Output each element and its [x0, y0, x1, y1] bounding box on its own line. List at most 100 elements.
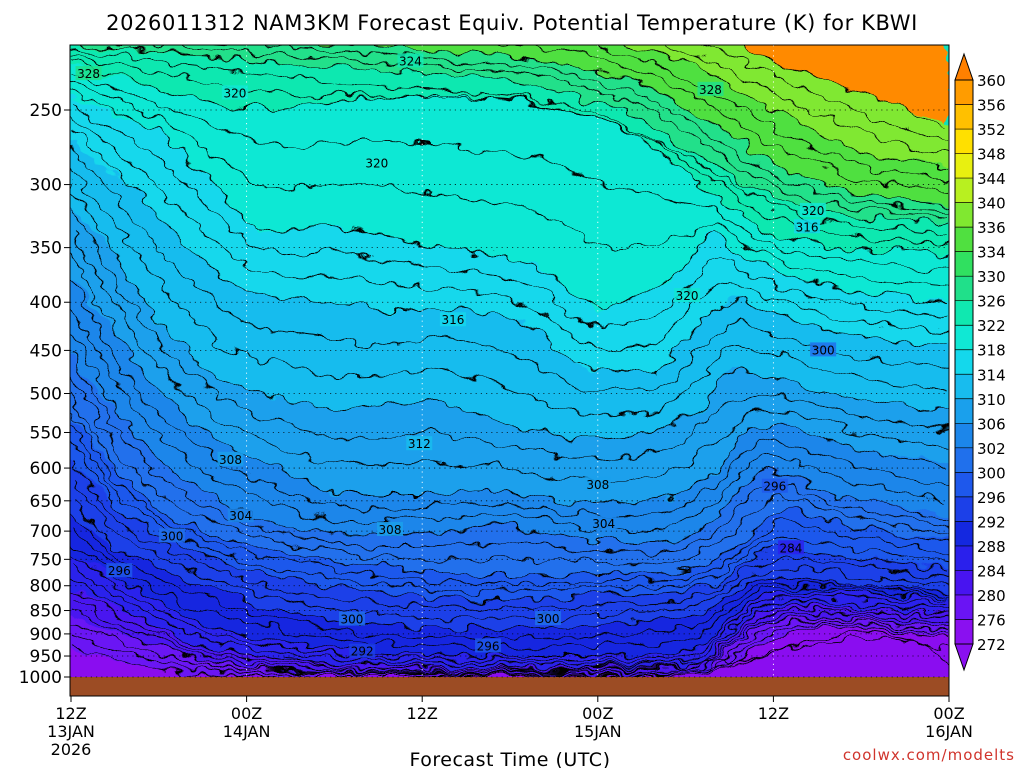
colorbar-swatch: [955, 472, 973, 498]
contour-label: 320: [676, 289, 699, 303]
x-tick-label: 13JAN: [47, 722, 95, 741]
contour-line: [497, 45, 949, 192]
contour-label: 316: [441, 313, 464, 327]
contour-line: [70, 184, 949, 439]
contour-label: 328: [699, 83, 722, 97]
contour-label-bg: [338, 611, 365, 626]
contour-label-bg: [761, 478, 788, 493]
contour-label-bg: [794, 219, 821, 234]
contour-line: [70, 279, 949, 518]
colorbar-label: 340: [977, 195, 1006, 213]
x-tick-label: 00Z: [582, 704, 613, 723]
contour-line: [70, 598, 949, 673]
contour-line: [70, 575, 949, 669]
contour-line: [70, 207, 949, 460]
contour-line: [70, 331, 949, 544]
contour-line: [695, 45, 949, 141]
contour-label-bg: [106, 563, 133, 578]
contour-line: [586, 45, 949, 181]
colorbar-swatch: [955, 300, 973, 326]
contour-line: [70, 624, 949, 678]
contour-label-bg: [349, 643, 376, 658]
x-tick-label: 14JAN: [223, 722, 271, 741]
y-tick-label: 550: [30, 423, 62, 443]
y-tick-label: 350: [30, 239, 62, 259]
contour-line: [70, 542, 949, 657]
colorbar-label: 276: [977, 611, 1006, 629]
colorbar-swatch: [955, 447, 973, 473]
contour-label-bg: [777, 540, 804, 555]
colorbar-swatch: [955, 80, 973, 106]
colorbar-label: 292: [977, 513, 1006, 531]
colorbar-label: 330: [977, 268, 1006, 286]
x-tick-label: 2026: [51, 740, 92, 759]
contour-line: [70, 230, 949, 481]
contour-line: [70, 92, 949, 309]
grid-lines: [70, 45, 949, 678]
x-tick-label: 12Z: [758, 704, 789, 723]
contour-label-bg: [674, 288, 701, 303]
colorbar-swatch: [955, 423, 973, 449]
y-tick-label: 250: [30, 101, 62, 121]
contour-line: [70, 60, 949, 256]
contour-label-bg: [697, 81, 724, 96]
credit-text: coolwx.com/modelts: [843, 746, 1015, 764]
colorbar-label: 318: [977, 342, 1006, 360]
colorbar-swatch: [955, 349, 973, 375]
y-tick-label: 650: [30, 492, 62, 512]
contour-label: 296: [763, 480, 786, 494]
contour-line: [70, 528, 949, 648]
contour-line: [70, 480, 949, 619]
contour-line: [70, 128, 949, 373]
contour-label: 300: [812, 343, 835, 357]
colorbar-swatch: [955, 619, 973, 645]
colorbar-label: 306: [977, 415, 1006, 433]
x-tick-label: 15JAN: [574, 722, 622, 741]
colorbar-label: 348: [977, 146, 1006, 164]
contour-line: [364, 45, 949, 204]
contour-line: [500, 637, 949, 673]
colorbar-legend: 272 276 280 284 288 292 296 300 302 306 310 314 318 3…: [954, 52, 1006, 672]
contour-line: [285, 631, 949, 673]
x-tick-label: 12Z: [55, 704, 86, 723]
contour-line: [71, 45, 949, 225]
contour-label: 320: [365, 157, 388, 171]
x-axis-label: Forecast Time (UTC): [410, 749, 611, 768]
colorbar-label: 356: [977, 97, 1006, 115]
contour-line: [70, 116, 949, 350]
contour-line: [629, 45, 949, 169]
colorbar-swatch: [955, 398, 973, 424]
contour-label: 300: [537, 612, 560, 626]
band-272: [714, 636, 949, 677]
contour-label: 300: [341, 613, 364, 627]
y-tick-label: 300: [30, 176, 62, 196]
colorbar-label: 302: [977, 440, 1006, 458]
contour-label-bg: [590, 516, 617, 531]
contour-line: [70, 147, 949, 393]
y-tick-label: 800: [30, 577, 62, 597]
colorbar-swatch: [955, 276, 973, 302]
colorbar-swatch: [955, 521, 973, 547]
contour-label: 296: [108, 564, 131, 578]
contour-label: 296: [477, 639, 500, 653]
colorbar-label: 296: [977, 489, 1006, 507]
contour-line: [70, 165, 949, 416]
contour-label: 312: [408, 437, 431, 451]
colorbar-label: 314: [977, 366, 1006, 384]
contour-line: [730, 45, 949, 127]
colorbar-label: 300: [977, 464, 1006, 482]
colorbar-swatch: [955, 153, 973, 179]
contour-label-bg: [397, 53, 424, 68]
y-tick-label: 700: [30, 522, 62, 542]
x-tick-label: 12Z: [407, 704, 438, 723]
contour-label-bg: [158, 528, 185, 543]
contour-label: 324: [399, 54, 422, 68]
contour-line: [70, 564, 949, 665]
colorbar-label: 334: [977, 244, 1006, 262]
contour-line: [70, 71, 949, 271]
y-tick-label: 500: [30, 385, 62, 405]
colorbar-label: 284: [977, 562, 1006, 580]
contour-label-bg: [584, 476, 611, 491]
contour-label: 304: [592, 517, 615, 531]
